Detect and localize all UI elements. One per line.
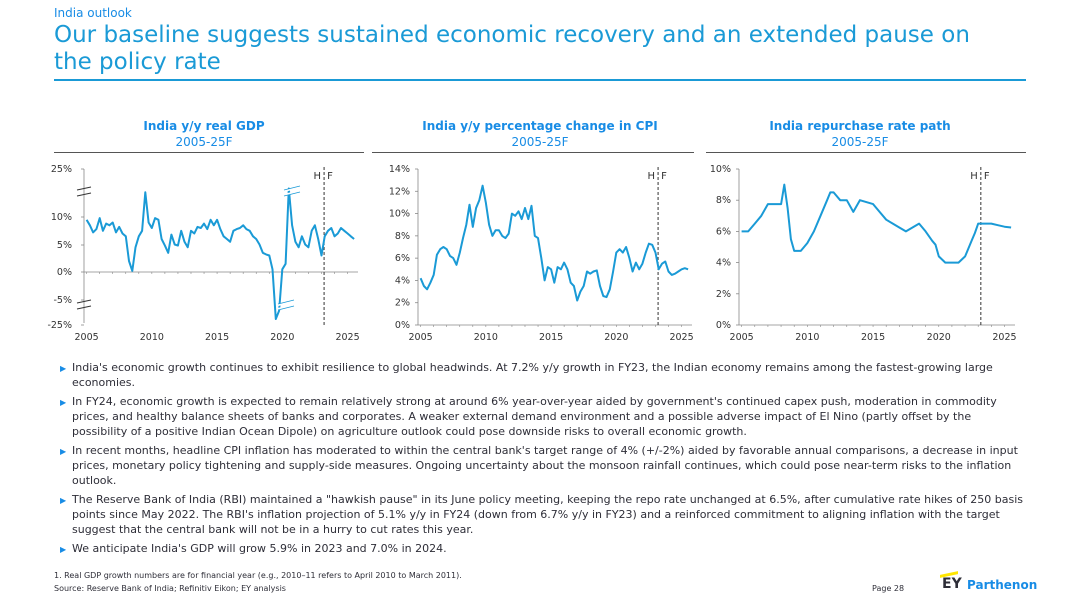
axis-break-mark <box>76 192 92 197</box>
forecast-label-f: F <box>327 171 333 182</box>
y-tick-label: 4% <box>395 275 410 286</box>
x-tick-label: 2010 <box>795 332 819 343</box>
source-note: Source: Reserve Bank of India; Refinitiv… <box>54 584 286 593</box>
chart-1-title: India y/y real GDP <box>143 119 265 133</box>
chart-2-rule <box>372 152 694 153</box>
x-tick-label: 2010 <box>140 332 164 343</box>
y-tick-label: 12% <box>389 186 410 197</box>
y-tick-label: 10% <box>51 212 72 223</box>
page-title: Our baseline suggests sustained economic… <box>54 22 970 75</box>
forecast-label-h: H <box>970 171 978 182</box>
y-tick-label: 10% <box>389 209 410 220</box>
title-divider <box>54 79 1026 81</box>
series-break-mark <box>277 299 295 311</box>
y-tick-label: 0% <box>395 320 410 331</box>
chart-2-title: India y/y percentage change in CPI <box>422 119 658 133</box>
parthenon-logo-text: Parthenon <box>967 578 1038 592</box>
y-tick-label: 2% <box>395 298 410 309</box>
bullet-item: ▶ We anticipate India's GDP will grow 5.9… <box>60 541 1026 556</box>
forecast-label-f: F <box>984 171 990 182</box>
chart-1-rule <box>54 152 364 153</box>
y-tick-label: 5% <box>57 240 72 251</box>
y-tick-label: 8% <box>395 231 410 242</box>
bullet-arrow-icon: ▶ <box>60 496 67 505</box>
ey-logo: EY <box>942 576 962 592</box>
y-tick-label: 6% <box>395 253 410 264</box>
series-line <box>741 183 1012 264</box>
axis-break-mark <box>76 299 92 304</box>
y-tick-label: 6% <box>716 226 731 237</box>
x-tick-label: 2025 <box>335 332 359 343</box>
footnote: 1. Real GDP growth numbers are for finan… <box>54 571 462 580</box>
forecast-label-f: F <box>661 171 667 182</box>
bullet-item: ▶ In recent months, headline CPI inflatio… <box>60 443 1026 488</box>
y-tick-label: 8% <box>716 195 731 206</box>
y-tick-label: -25% <box>47 320 72 331</box>
bullet-item: ▶ India's economic growth continues to ex… <box>60 360 1026 390</box>
chart-3-subtitle: 2005-25F <box>831 135 889 149</box>
x-tick-label: 2025 <box>669 332 693 343</box>
bullet-text: In recent months, headline CPI inflation… <box>72 444 1018 487</box>
x-tick-label: 2005 <box>75 332 99 343</box>
series-break-mark <box>283 185 301 197</box>
ey-logo-text: EY <box>942 576 962 592</box>
x-tick-label: 2015 <box>205 332 229 343</box>
y-tick-label: 0% <box>716 320 731 331</box>
bullet-text: India's economic growth continues to exh… <box>72 361 993 389</box>
y-tick-label: 25% <box>51 164 72 175</box>
axis-break-mark <box>76 305 92 310</box>
forecast-label-h: H <box>648 171 656 182</box>
x-tick-label: 2015 <box>539 332 563 343</box>
x-tick-label: 2005 <box>409 332 433 343</box>
series-line <box>85 187 355 320</box>
series-break-mark <box>277 300 295 310</box>
bullet-arrow-icon: ▶ <box>60 545 67 554</box>
bullet-text: We anticipate India's GDP will grow 5.9%… <box>72 542 447 555</box>
bullet-item: ▶ In FY24, economic growth is expected to… <box>60 394 1026 439</box>
bullet-arrow-icon: ▶ <box>60 447 67 456</box>
y-tick-label: 4% <box>716 258 731 269</box>
chart-2-subtitle: 2005-25F <box>511 135 569 149</box>
y-tick-label: 14% <box>389 164 410 175</box>
y-tick-label: 0% <box>57 267 72 278</box>
series-break-mark <box>283 186 301 196</box>
x-tick-label: 2020 <box>927 332 951 343</box>
y-tick-label: 10% <box>710 164 731 175</box>
bullet-text: In FY24, economic growth is expected to … <box>72 395 997 438</box>
section-label: India outlook <box>54 6 132 20</box>
x-tick-label: 2025 <box>992 332 1016 343</box>
x-tick-label: 2020 <box>270 332 294 343</box>
x-tick-label: 2010 <box>474 332 498 343</box>
bullet-text: The Reserve Bank of India (RBI) maintain… <box>72 493 1023 536</box>
bullet-arrow-icon: ▶ <box>60 364 67 373</box>
y-tick-label: -5% <box>54 295 73 306</box>
x-tick-label: 2005 <box>730 332 754 343</box>
bullet-item: ▶ The Reserve Bank of India (RBI) maintai… <box>60 492 1026 537</box>
y-tick-label: 2% <box>716 289 731 300</box>
x-tick-label: 2015 <box>861 332 885 343</box>
series-line <box>419 184 689 302</box>
chart-3-rule <box>706 152 1026 153</box>
chart-3-title: India repurchase rate path <box>769 119 951 133</box>
forecast-label-h: H <box>314 171 322 182</box>
bullet-list: ▶ India's economic growth continues to ex… <box>60 360 1026 560</box>
chart-1-subtitle: 2005-25F <box>175 135 233 149</box>
x-tick-label: 2020 <box>604 332 628 343</box>
bullet-arrow-icon: ▶ <box>60 398 67 407</box>
page-number: Page 28 <box>872 584 905 593</box>
axis-break-mark <box>76 186 92 191</box>
